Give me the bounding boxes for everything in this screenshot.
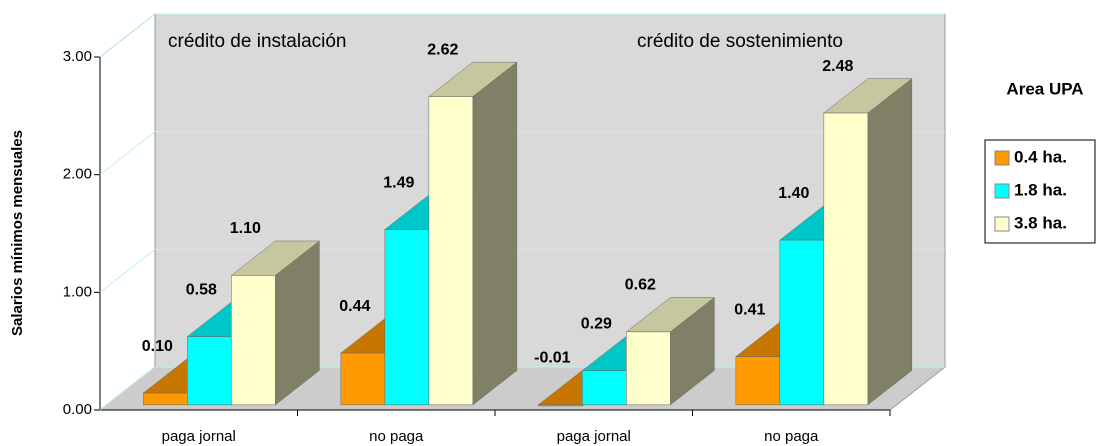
legend-swatch <box>994 183 1010 199</box>
annotation: crédito de instalación <box>168 31 347 52</box>
bar-front <box>187 336 232 406</box>
bar <box>230 240 321 406</box>
value-label: 1.10 <box>230 220 261 237</box>
value-label: 0.29 <box>581 316 612 333</box>
bar-front <box>626 331 671 406</box>
bar <box>823 78 913 406</box>
grid-line <box>99 366 156 411</box>
bar-front <box>231 275 276 406</box>
value-label: 0.10 <box>142 338 173 355</box>
bar-front <box>538 404 583 407</box>
value-label: 0.62 <box>625 277 656 294</box>
x-tick-label: paga jornal <box>557 428 631 445</box>
y-tick-label: 2.00 <box>63 166 92 183</box>
y-tick-label: 3.00 <box>63 48 92 65</box>
value-label: 0.58 <box>186 281 217 298</box>
bar-front <box>384 229 430 406</box>
value-label: 1.40 <box>778 185 809 202</box>
grid-line <box>99 248 156 293</box>
value-label: -0.01 <box>534 350 571 367</box>
grid-line <box>99 131 156 176</box>
bar-front <box>779 239 825 406</box>
value-label: 1.49 <box>383 174 414 191</box>
legend-title: Area UPA <box>1006 79 1083 98</box>
value-label: 0.44 <box>339 298 370 315</box>
x-tick-label: paga jornal <box>162 428 236 445</box>
bar-side <box>472 61 518 406</box>
y-tick-label: 0.00 <box>63 401 92 418</box>
bar-front <box>582 370 627 406</box>
value-label: 2.48 <box>822 58 853 75</box>
legend-label: 1.8 ha. <box>1014 180 1067 199</box>
annotation: crédito de sostenimiento <box>637 31 843 52</box>
legend-swatch <box>994 150 1010 166</box>
y-tick-label: 1.00 <box>63 283 92 300</box>
bar-front <box>340 352 386 406</box>
bar-front <box>143 392 188 406</box>
bar-side <box>867 78 913 406</box>
legend-swatch <box>994 216 1010 232</box>
bar-front <box>735 356 781 406</box>
bar-front <box>823 112 869 406</box>
bar <box>428 61 518 406</box>
x-tick-label: no paga <box>369 428 424 445</box>
value-label: 2.62 <box>427 41 458 58</box>
bar-front <box>428 96 474 406</box>
grid-line <box>99 13 156 58</box>
x-tick-label: no paga <box>764 428 819 445</box>
y-axis-label: Salarios mínimos mensuales <box>9 130 26 336</box>
value-label: 0.41 <box>734 301 765 318</box>
bar <box>625 296 716 406</box>
legend-label: 3.8 ha. <box>1014 213 1067 232</box>
legend-label: 0.4 ha. <box>1014 147 1067 166</box>
